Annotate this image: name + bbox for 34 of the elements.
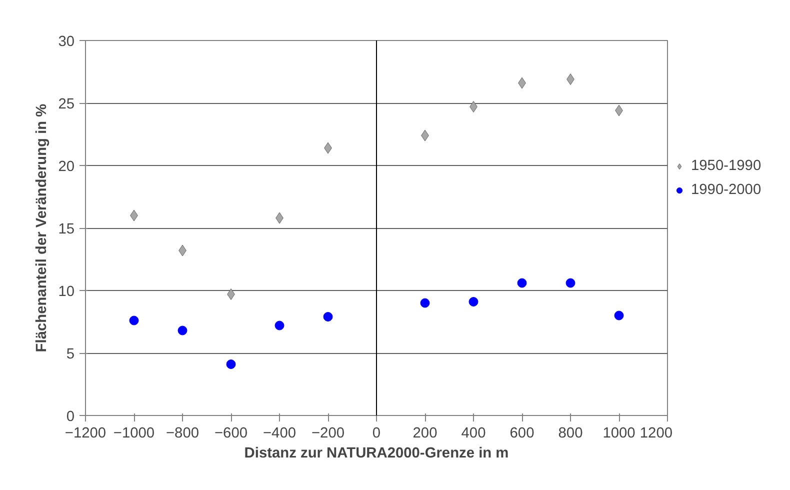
point: [323, 312, 333, 322]
x-tick-label: 800: [558, 426, 583, 442]
x-tick-label: 200: [412, 426, 438, 442]
x-tick-label: 1200: [640, 426, 673, 442]
y-tick-label: 0: [66, 409, 75, 425]
point: [226, 360, 236, 369]
legend-label: 1950-1990: [691, 158, 762, 174]
y-tick-label: 15: [58, 222, 75, 238]
y-tick-label: 30: [58, 34, 75, 50]
point: [517, 278, 527, 288]
x-tick-label: 1000: [602, 426, 636, 442]
x-tick-label: −800: [166, 426, 200, 442]
y-tick-label: 5: [66, 346, 75, 362]
y-tick-label: 10: [58, 284, 75, 300]
y-tick-label: 25: [58, 96, 75, 112]
point: [566, 278, 576, 288]
x-tick-label: 600: [510, 426, 534, 442]
point: [614, 310, 624, 320]
point: [129, 316, 139, 326]
x-tick-label: −400: [262, 426, 296, 442]
x-tick-label: −1000: [113, 426, 155, 442]
point: [274, 320, 284, 330]
point: [420, 298, 430, 308]
x-tick-label: 400: [461, 426, 486, 442]
x-tick-label: 0: [372, 426, 381, 442]
x-tick-label: −600: [214, 426, 248, 442]
legend-label: 1990-2000: [691, 182, 762, 198]
y-tick-label: 20: [58, 159, 75, 175]
x-tick-label: −1200: [64, 426, 106, 442]
x-axis-title: Distanz zur NATURA2000-Grenze in m: [244, 446, 509, 462]
point: [178, 326, 188, 336]
y-axis-title: Flächenanteil der Veränderung in %: [34, 104, 50, 352]
x-tick-label: −200: [311, 426, 345, 442]
point: [468, 297, 478, 306]
